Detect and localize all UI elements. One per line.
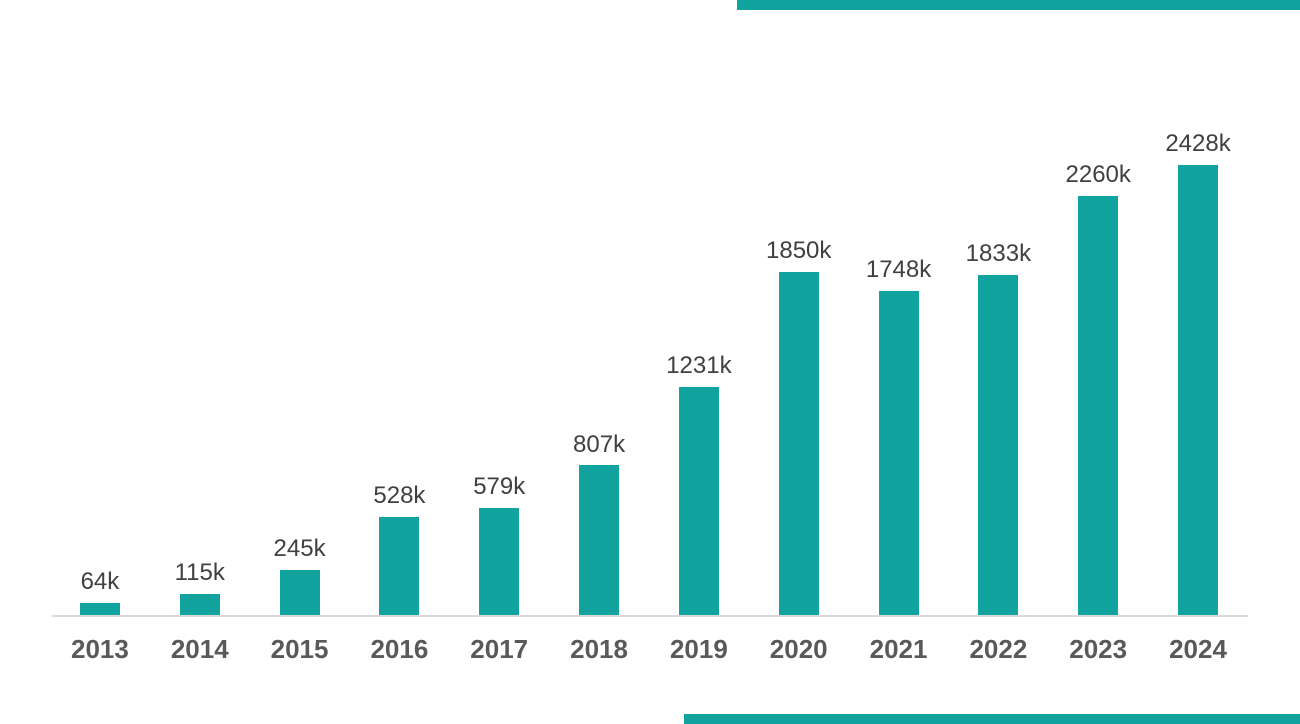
bar-column: 245k <box>250 165 350 615</box>
value-label: 1833k <box>965 240 1032 268</box>
value-label: 1850k <box>766 237 832 265</box>
bar-column: 528k <box>349 165 449 615</box>
bar <box>978 275 1019 615</box>
year-label: 2017 <box>470 634 529 664</box>
bar-column: 1748k <box>849 165 949 615</box>
year-label: 2022 <box>969 634 1028 664</box>
bar <box>379 517 420 615</box>
year-label: 2024 <box>1169 634 1227 664</box>
year-label: 2020 <box>769 634 828 664</box>
bar-column: 807k <box>549 165 649 615</box>
year-label: 2023 <box>1069 634 1128 664</box>
bar-column: 579k <box>449 165 549 615</box>
bar <box>479 507 520 615</box>
value-label: 1748k <box>865 256 932 284</box>
value-label: 1231k <box>666 351 732 379</box>
year-label: 2021 <box>869 634 928 664</box>
bar <box>579 465 620 615</box>
bar-column: 2428k <box>1148 130 1248 615</box>
bar-column: 1833k <box>948 165 1048 615</box>
bar <box>878 291 919 615</box>
value-label: 807k <box>573 430 626 458</box>
value-label: 579k <box>473 472 526 500</box>
bar <box>179 593 220 615</box>
year-label: 2013 <box>70 634 129 664</box>
year-label: 2016 <box>370 634 429 664</box>
bar-column: 115k <box>150 165 250 615</box>
value-label: 115k <box>174 558 225 586</box>
plot-area: 64k 115k 245k 528k 579k 807k 1231k 1850k 1748k 18… <box>50 130 1248 615</box>
year-label: 2019 <box>669 634 728 664</box>
bar <box>678 386 719 615</box>
value-label: 2260k <box>1065 161 1131 189</box>
bar <box>1178 165 1219 615</box>
value-label: 64k <box>80 568 120 596</box>
bottom-accent-bar <box>684 714 1300 724</box>
bar-column: 1850k <box>749 165 849 615</box>
value-label: 245k <box>273 534 326 562</box>
bar <box>1078 196 1119 615</box>
bar-column: 2260k <box>1048 161 1148 615</box>
x-axis-line <box>52 615 1248 617</box>
bar <box>778 272 819 615</box>
bar <box>79 603 120 615</box>
value-label: 528k <box>373 482 426 510</box>
bar-column: 1231k <box>649 165 749 615</box>
year-label: 2018 <box>570 634 628 664</box>
bar-column: 64k <box>50 165 150 615</box>
x-axis-labels: 2013 2014 2015 2016 2017 2018 2019 2020 2021 2022… <box>50 634 1248 665</box>
year-label: 2015 <box>270 634 329 664</box>
bar <box>279 569 320 615</box>
top-accent-bar <box>737 0 1300 10</box>
value-label: 2428k <box>1165 130 1231 158</box>
year-label: 2014 <box>170 634 229 664</box>
